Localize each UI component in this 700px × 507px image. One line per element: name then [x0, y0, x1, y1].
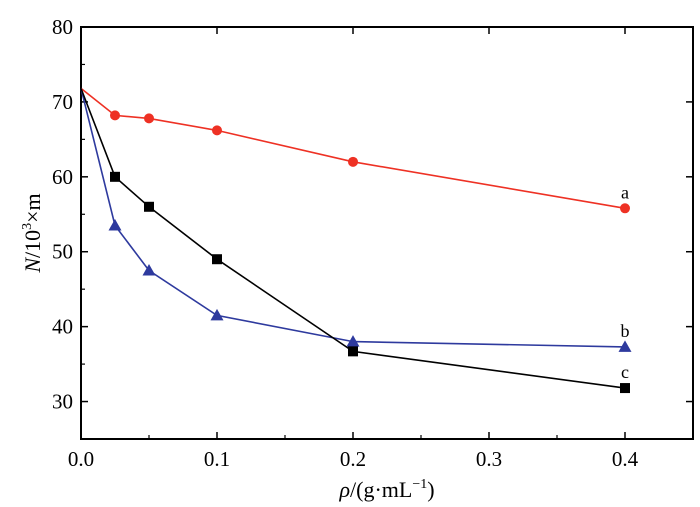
data-point-b — [142, 263, 156, 276]
series-layer: a b c — [80, 87, 632, 394]
y-tick-label: 60 — [52, 165, 73, 189]
data-point-b — [346, 335, 360, 347]
y-tick-label: 50 — [52, 240, 73, 264]
series-a-line — [80, 87, 626, 210]
x-tick-label: 0.2 — [340, 447, 366, 471]
y-axis-unit-exponent: 3 — [20, 223, 35, 230]
plot-frame — [80, 26, 694, 440]
y-tick-label: 80 — [52, 15, 73, 39]
data-point-c — [348, 346, 358, 357]
series-a: a — [80, 87, 630, 214]
y-axis-title: N/103×m — [20, 193, 45, 273]
y-tick-label: 70 — [52, 90, 73, 114]
data-point-a — [144, 113, 154, 124]
x-axis-title: ρ/(g·mL−1) — [338, 477, 434, 502]
x-axis-unit: /(g·mL — [350, 477, 412, 502]
data-point-c — [212, 254, 222, 265]
y-axis-variable: N — [20, 257, 45, 274]
series-b: b — [80, 88, 632, 352]
x-axis-unit-close: ) — [427, 477, 434, 502]
x-axis-unit-exponent: −1 — [412, 477, 427, 492]
data-point-a — [110, 110, 120, 121]
series-c-label: c — [621, 362, 629, 382]
x-axis-ticks: 0.0 0.1 0.2 0.3 0.4 — [68, 27, 694, 471]
series-c-line — [80, 88, 626, 389]
data-point-a — [212, 125, 222, 136]
plot-area: 0.0 0.1 0.2 0.3 0.4 30 40 50 60 70 80 a b c — [52, 15, 694, 471]
series-b-line — [80, 88, 626, 348]
series-c: c — [80, 88, 630, 394]
data-point-c — [620, 383, 630, 394]
x-tick-label: 0.0 — [68, 447, 94, 471]
data-point-c — [110, 171, 120, 182]
y-axis-unit-rest: ×m — [20, 193, 45, 223]
y-axis-unit: /10 — [20, 230, 45, 258]
data-point-a — [348, 156, 358, 167]
series-b-label: b — [621, 321, 630, 341]
data-point-a — [620, 203, 630, 214]
y-axis-ticks: 30 40 50 60 70 80 — [52, 15, 693, 440]
x-axis-variable: ρ — [338, 477, 350, 502]
x-tick-label: 0.1 — [204, 447, 230, 471]
data-point-b — [108, 219, 122, 231]
data-point-b — [210, 308, 224, 321]
y-tick-label: 40 — [52, 315, 73, 339]
data-point-b — [618, 340, 632, 352]
x-tick-label: 0.4 — [612, 447, 639, 471]
series-a-label: a — [621, 182, 629, 202]
x-tick-label: 0.3 — [476, 447, 502, 471]
data-point-c — [144, 201, 154, 212]
y-tick-label: 30 — [52, 390, 73, 414]
